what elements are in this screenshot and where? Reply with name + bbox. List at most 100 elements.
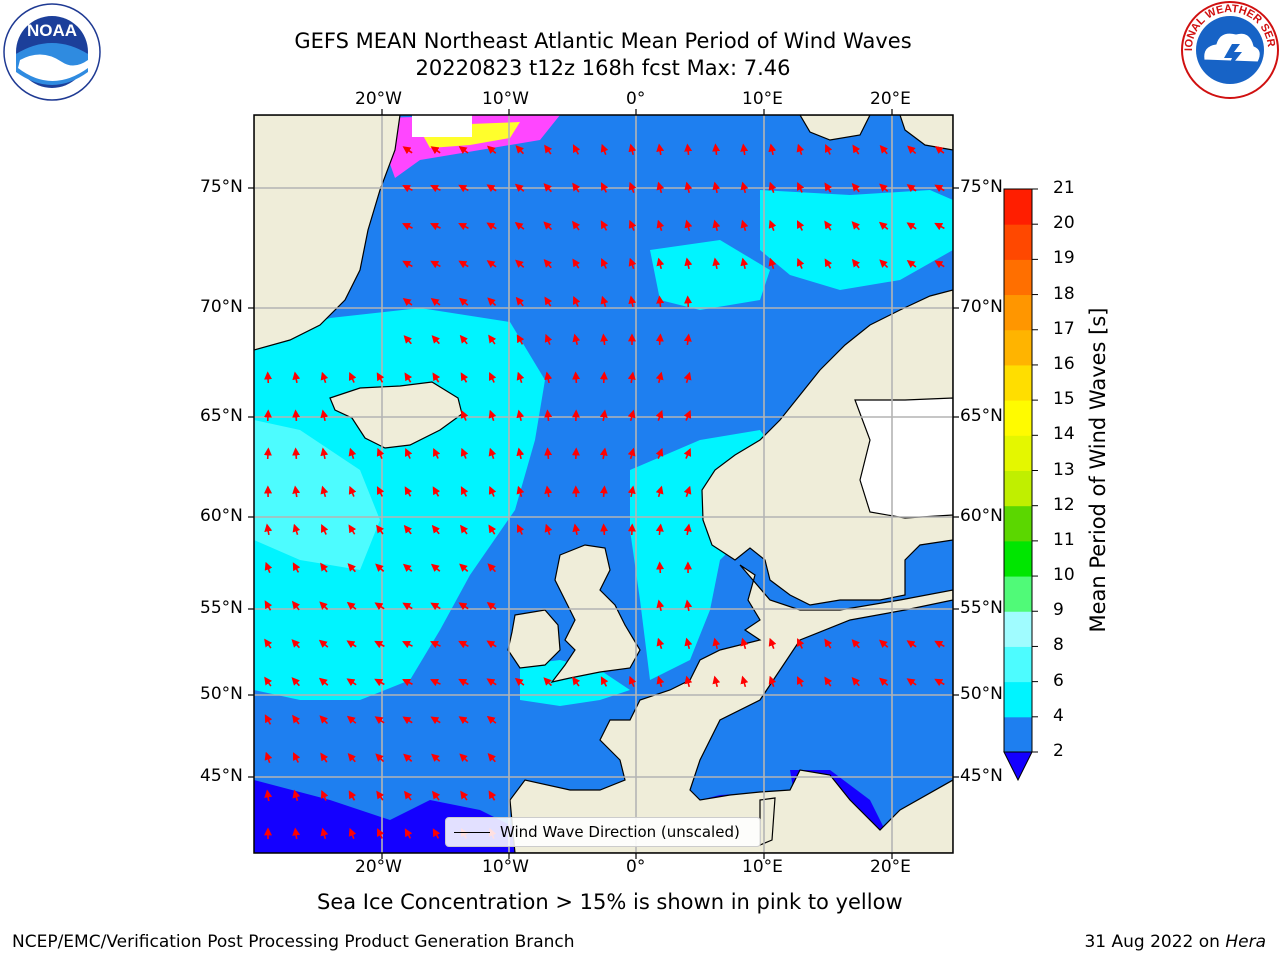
- red-arrow-icon: [376, 372, 385, 383]
- lat-label-right-65n: 65°N: [960, 406, 1003, 426]
- red-arrow-icon: [628, 219, 637, 231]
- red-arrow-icon: [488, 372, 497, 383]
- red-arrow-icon: [684, 295, 693, 308]
- red-arrow-icon: [934, 184, 945, 193]
- footer-host: Hera: [1225, 932, 1266, 952]
- red-arrow-icon: [514, 183, 525, 192]
- legend-label: Wind Wave Direction (unscaled): [500, 823, 740, 841]
- red-arrow-icon: [824, 144, 833, 155]
- red-arrow-icon: [264, 638, 273, 649]
- red-arrow-icon: [320, 562, 329, 573]
- colorbar-tick-label: 10: [1053, 565, 1075, 586]
- wind-wave-direction-arrows: [263, 143, 945, 840]
- lon-label-top-10e: 10°E: [742, 89, 783, 109]
- red-arrow-icon: [264, 371, 273, 384]
- colorbar-tick-label: 2: [1053, 741, 1064, 761]
- colorbar-segment: [1004, 189, 1032, 225]
- red-arrow-icon: [544, 485, 553, 498]
- red-arrow-icon: [404, 790, 413, 801]
- red-arrow-icon: [851, 182, 860, 193]
- colorbar: [1003, 188, 1038, 782]
- red-arrow-icon: [516, 334, 525, 345]
- colorbar-tick-label: 17: [1053, 318, 1075, 339]
- red-arrow-icon: [320, 789, 329, 801]
- red-arrow-icon: [486, 601, 497, 611]
- red-arrow-icon: [740, 219, 749, 232]
- colorbar-tick-label: 21: [1053, 178, 1075, 198]
- colorbar-tick-label: 16: [1053, 353, 1075, 374]
- light-cyan-region: [254, 420, 380, 570]
- red-arrow-icon: [934, 678, 945, 687]
- red-arrow-icon: [768, 637, 777, 649]
- red-arrow-icon: [544, 371, 553, 384]
- red-arrow-icon: [934, 640, 945, 649]
- legend-line-icon: [454, 831, 490, 833]
- colorbar-segment: [1004, 470, 1032, 507]
- red-arrow-icon: [348, 372, 357, 383]
- red-arrow-icon: [712, 257, 721, 270]
- red-arrow-icon: [740, 181, 749, 194]
- colorbar-segment: [1004, 646, 1032, 683]
- red-arrow-icon: [458, 297, 469, 306]
- noaa-logo-text: NOAA: [27, 21, 77, 40]
- red-arrow-icon: [516, 485, 525, 498]
- red-arrow-icon: [684, 599, 693, 612]
- red-arrow-icon: [458, 678, 469, 687]
- red-arrow-icon: [655, 485, 664, 498]
- red-arrow-icon: [430, 563, 441, 572]
- colorbar-segment: [1004, 505, 1032, 542]
- red-arrow-icon: [543, 677, 553, 687]
- red-arrow-icon: [486, 222, 497, 231]
- red-arrow-icon: [320, 827, 329, 840]
- red-arrow-icon: [292, 409, 301, 422]
- red-arrow-icon: [488, 409, 497, 421]
- sea-ice-note: Sea Ice Concentration > 15% is shown in …: [317, 890, 903, 914]
- red-arrow-icon: [402, 184, 413, 193]
- red-arrow-icon: [403, 524, 412, 535]
- red-arrow-icon: [460, 790, 469, 801]
- lon-label-bottom-10e: 10°E: [742, 857, 783, 877]
- red-arrow-icon: [851, 221, 860, 231]
- lon-label-top-0: 0°: [626, 89, 646, 109]
- red-arrow-icon: [656, 675, 665, 688]
- map-frame: [253, 114, 954, 854]
- red-arrow-icon: [431, 753, 441, 762]
- red-arrow-icon: [824, 258, 833, 269]
- red-arrow-icon: [320, 409, 329, 422]
- red-arrow-icon: [404, 828, 413, 839]
- colorbar-tick-label: 4: [1053, 705, 1064, 726]
- lat-label-right-70n: 70°N: [960, 297, 1003, 317]
- red-arrow-icon: [879, 259, 889, 269]
- red-arrow-icon: [655, 447, 664, 459]
- red-arrow-icon: [656, 257, 665, 270]
- red-arrow-icon: [796, 257, 805, 269]
- red-arrow-icon: [486, 715, 497, 724]
- red-arrow-icon: [655, 333, 664, 346]
- red-arrow-icon: [684, 637, 693, 650]
- red-arrow-icon: [906, 640, 917, 649]
- red-arrow-icon: [460, 486, 469, 497]
- red-arrow-icon: [712, 219, 721, 232]
- red-arrow-icon: [264, 676, 273, 687]
- red-arrow-icon: [348, 790, 357, 801]
- red-arrow-icon: [402, 641, 413, 649]
- red-arrow-icon: [432, 448, 441, 459]
- red-arrow-icon: [263, 447, 272, 460]
- colorbar-tick-label: 11: [1053, 529, 1075, 550]
- red-arrow-icon: [907, 145, 917, 154]
- red-arrow-icon: [291, 677, 300, 687]
- red-arrow-icon: [402, 679, 413, 687]
- red-arrow-icon: [656, 181, 665, 194]
- red-arrow-icon: [292, 827, 301, 840]
- red-arrow-icon: [628, 181, 637, 193]
- red-arrow-icon: [712, 637, 721, 650]
- red-arrow-icon: [740, 637, 749, 650]
- red-arrow-icon: [458, 222, 469, 231]
- red-arrow-icon: [906, 222, 917, 231]
- red-arrow-icon: [431, 335, 440, 345]
- red-arrow-icon: [458, 716, 469, 725]
- red-arrow-icon: [627, 485, 636, 498]
- red-arrow-icon: [768, 143, 777, 156]
- red-arrow-icon: [264, 600, 273, 611]
- red-arrow-icon: [404, 448, 413, 459]
